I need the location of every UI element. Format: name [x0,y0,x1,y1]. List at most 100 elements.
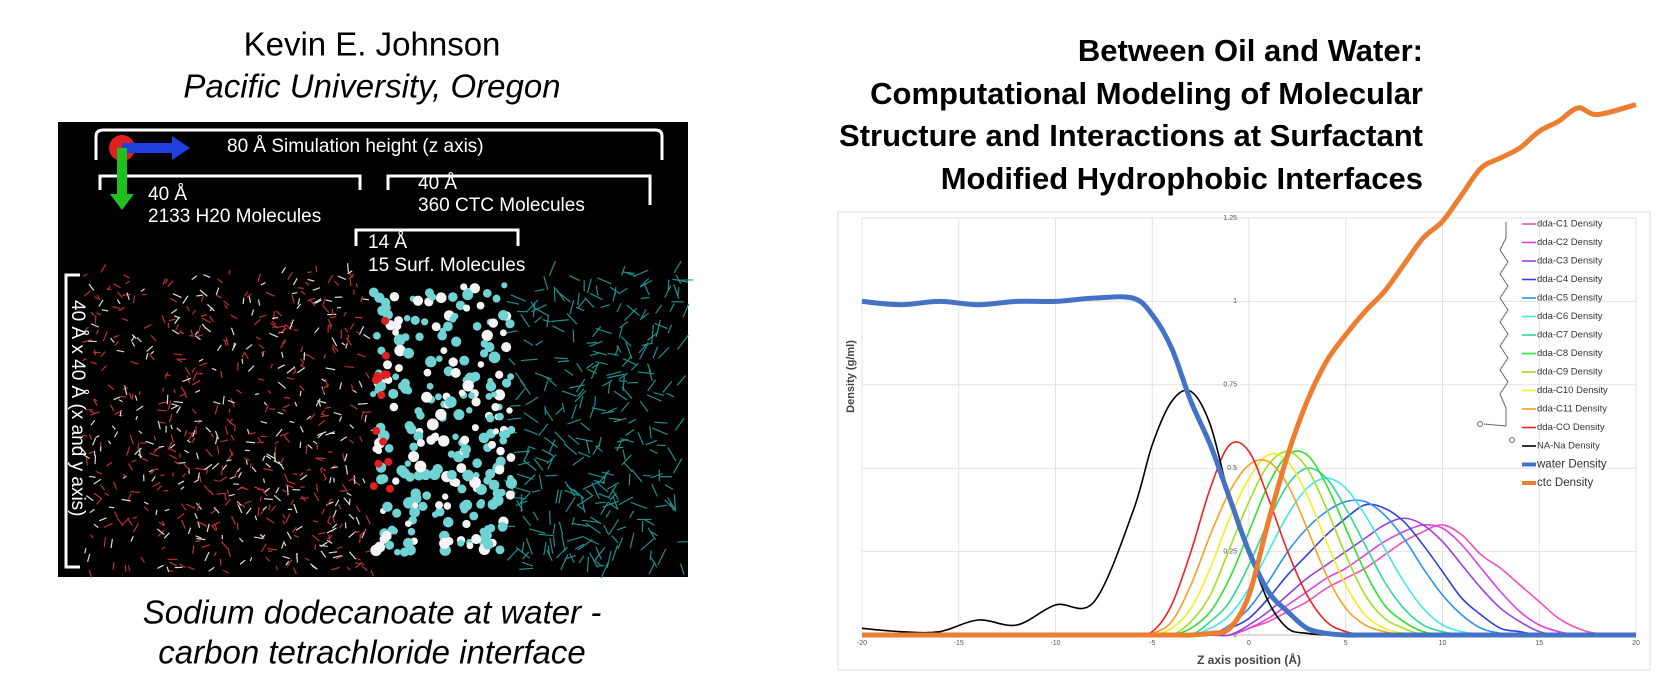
water-bond [194,335,201,341]
water-bond [269,332,279,338]
water-bond [347,334,350,343]
ctc-bond [569,384,585,389]
water-bond [132,523,140,533]
water-bond [280,457,284,464]
water-bond [146,345,154,352]
ctc-bond [543,380,549,392]
ctc-bond [595,327,612,335]
water-bond [287,272,293,280]
water-bond [211,367,217,371]
water-bond [111,425,116,430]
ctc-bond [652,346,659,359]
surfactant-atom [403,314,411,322]
water-bond [151,476,156,482]
water-bond [216,445,220,454]
surfactant-atom [447,450,456,458]
water-bond [359,436,363,442]
ctc-bond [623,461,633,472]
title-line: Computational Modeling of Molecular [870,76,1423,111]
water-bond [108,506,115,509]
caption: Sodium dodecanoate at water - [143,594,602,631]
ctc-bond [609,417,621,421]
water-bond [149,470,155,475]
water-bond [255,336,262,340]
water-bond [196,502,201,511]
surfactant-atom [492,428,500,435]
water-bond [196,334,203,338]
surfactant-atom [471,533,482,545]
ctc-bond [590,516,602,525]
water-bond [225,336,229,346]
surfactant-atom [471,397,481,407]
sim-label: 40 Å [418,173,457,194]
ctc-bond [527,445,536,450]
surfactant-atom [469,283,481,294]
water-bond [331,337,338,347]
water-bond [293,567,297,575]
surfactant-atom [494,465,505,475]
water-bond [198,521,208,527]
water-bond [343,311,347,317]
x-tick-label: 20 [1632,640,1640,647]
surfactant-atom [453,409,465,421]
water-bond [309,413,316,421]
water-bond [325,367,336,371]
water-bond [112,306,120,309]
ctc-bond [643,518,655,526]
surfactant-atom [435,501,443,510]
surfactant-atom [462,519,471,529]
water-bond [123,274,130,279]
surfactant-atom [485,381,497,392]
water-bond [286,366,296,374]
ctc-bond [575,378,586,393]
water-bond [292,278,298,286]
water-bond [136,405,144,411]
water-bond [238,472,242,478]
water-bond [291,294,295,304]
water-bond [222,569,230,574]
water-bond [297,287,304,289]
water-bond [86,553,91,562]
water-bond [129,434,134,445]
water-bond [180,386,187,395]
series-line [862,102,1637,638]
water-bond [182,377,192,383]
surfactant-atom [374,541,386,553]
water-bond [280,340,286,349]
water-bond [131,393,134,400]
ctc-bond [519,380,531,395]
ctc-bond [620,401,630,412]
water-bond [200,295,204,302]
water-bond [195,389,201,394]
ctc-bond [531,489,541,493]
surfactant-atom [389,402,399,412]
water-bond [341,342,346,346]
water-bond [127,565,131,571]
surfactant-atom [462,469,474,482]
ctc-bond [542,319,551,323]
water-bond [285,560,290,566]
water-bond [186,305,190,312]
bracket [64,273,80,569]
surfactant-atom [377,305,388,316]
ctc-bond [645,439,658,446]
water-bond [220,465,224,476]
water-bond [177,480,185,485]
ctc-bond [607,352,619,356]
ctc-bond [514,371,526,387]
water-bond [353,530,360,534]
water-bond [93,349,97,356]
water-bond [331,309,334,316]
water-bond [212,521,221,527]
ctc-bond [630,501,648,510]
water-bond [183,463,190,470]
water-bond [293,534,300,538]
water-bond [191,275,198,281]
water-bond [96,294,101,301]
ctc-bond [617,537,624,550]
water-bond [245,507,252,515]
water-bond [227,547,232,558]
water-bond [322,388,325,394]
water-bond [353,475,356,485]
water-bond [93,398,98,402]
